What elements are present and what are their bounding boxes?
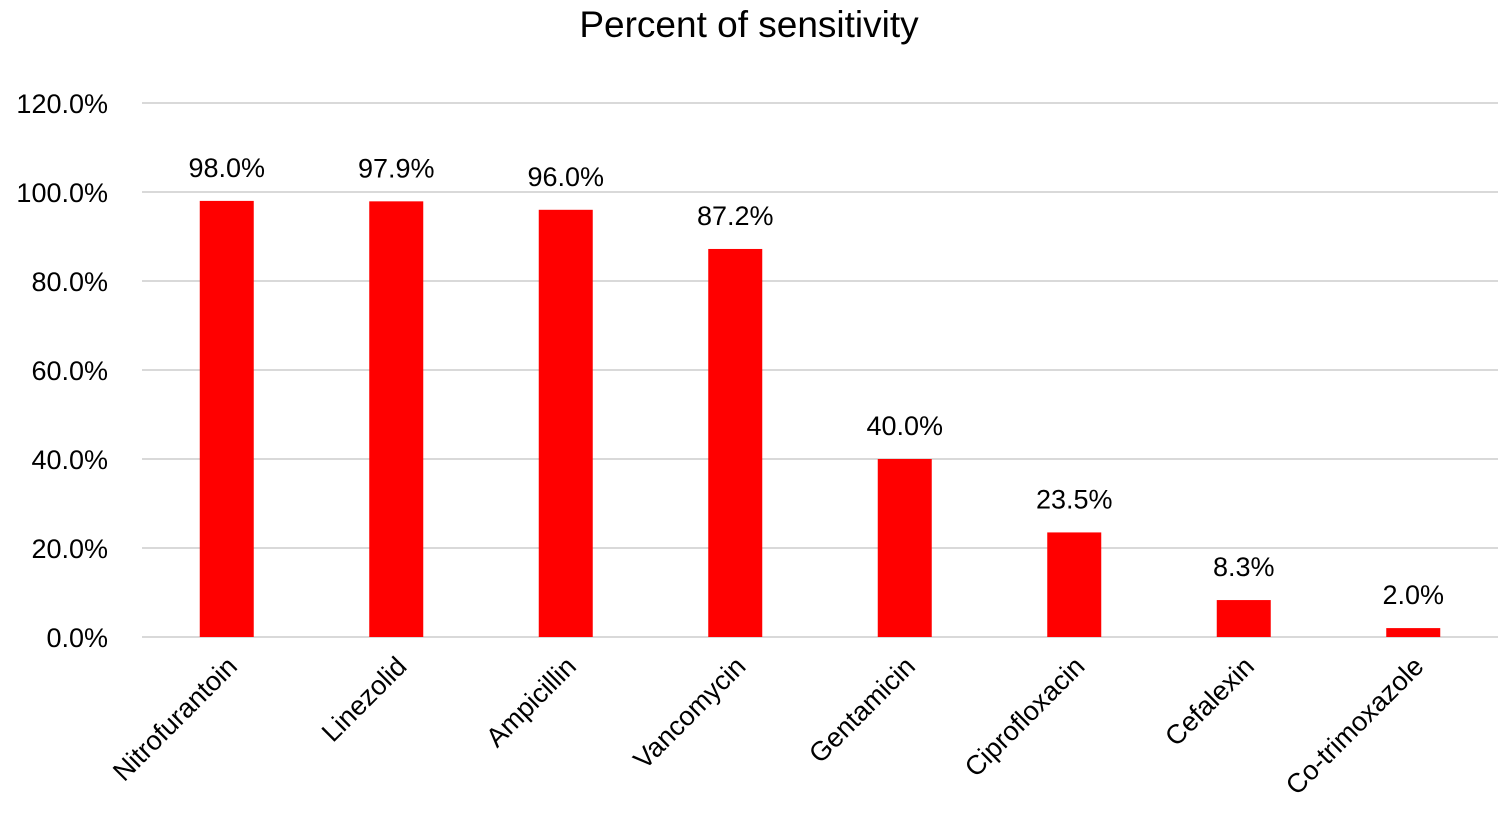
data-label: 96.0% [527, 162, 604, 192]
category-label: Ciprofloxacin [959, 651, 1091, 783]
bar [199, 200, 254, 637]
bar [708, 248, 763, 637]
category-label: Cefalexin [1159, 651, 1260, 752]
y-tick-label: 60.0% [31, 356, 108, 386]
data-label: 2.0% [1382, 580, 1444, 610]
bar [877, 459, 932, 637]
category-label: Gentamicin [803, 651, 921, 769]
data-label: 40.0% [866, 411, 943, 441]
bar [1216, 600, 1271, 637]
y-tick-label: 0.0% [46, 623, 108, 653]
chart-title: Percent of sensitivity [579, 4, 919, 45]
bar [1047, 532, 1102, 637]
data-label: 98.0% [188, 153, 265, 183]
data-label: 87.2% [697, 201, 774, 231]
bar [1386, 628, 1441, 637]
bar [538, 209, 593, 638]
category-label: Vancomycin [628, 651, 752, 775]
category-label: Co-trimoxazole [1280, 651, 1430, 801]
bar [369, 201, 424, 637]
category-label: Nitrofurantoin [107, 651, 243, 787]
data-label: 23.5% [1036, 484, 1113, 514]
y-tick-label: 80.0% [31, 267, 108, 297]
data-label: 97.9% [358, 153, 435, 183]
y-tick-label: 100.0% [16, 178, 108, 208]
data-label: 8.3% [1213, 552, 1275, 582]
y-tick-label: 120.0% [16, 89, 108, 119]
y-tick-label: 40.0% [31, 445, 108, 475]
category-label: Ampicillin [480, 651, 582, 753]
y-tick-label: 20.0% [31, 534, 108, 564]
category-label: Linezolid [316, 651, 413, 748]
